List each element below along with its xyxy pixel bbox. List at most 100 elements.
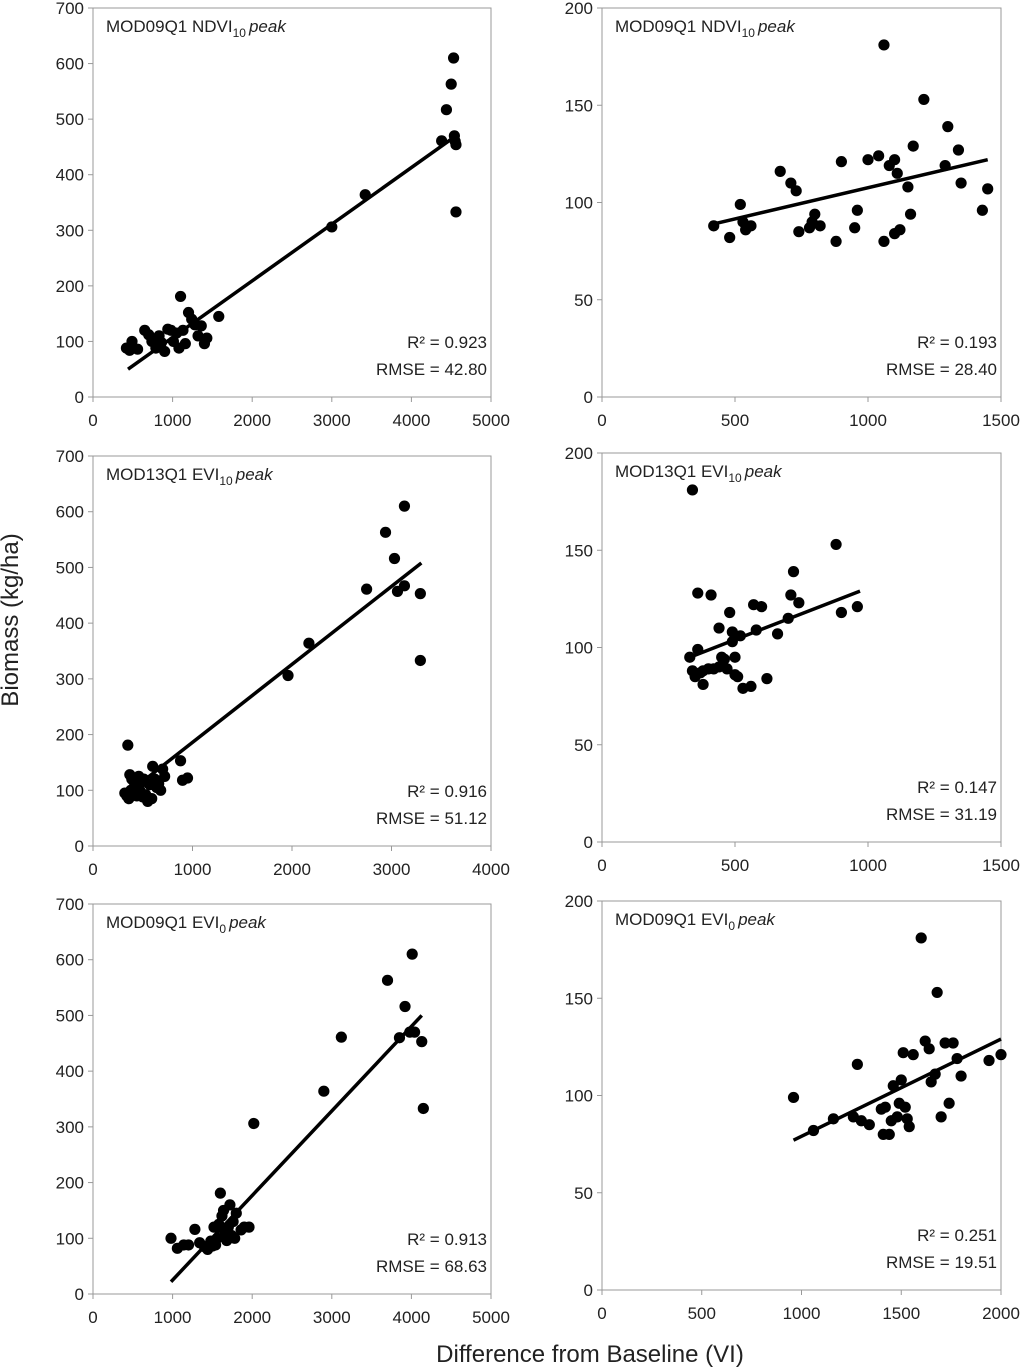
y-tick-label: 500 (56, 110, 84, 129)
y-tick-label: 0 (584, 1281, 593, 1300)
chart-title: MOD09Q1 EVI0 peak (615, 910, 776, 933)
data-point (918, 93, 930, 106)
plot-frame (92, 7, 492, 398)
data-point (450, 206, 462, 218)
r-squared-label: R² = 0.193 (917, 333, 997, 352)
x-tick-label: 1000 (783, 1304, 821, 1323)
data-point (807, 1124, 820, 1137)
data-point (708, 220, 720, 232)
trend-line (689, 589, 861, 659)
data-point (878, 235, 890, 247)
y-tick-label: 150 (565, 96, 593, 115)
data-point (213, 310, 225, 323)
rmse-label: RMSE = 51.12 (376, 809, 487, 828)
data-point (883, 1128, 895, 1140)
y-tick-label: 0 (584, 388, 593, 407)
x-axis-title: Difference from Baseline (VI) (436, 1341, 744, 1368)
data-point (697, 678, 709, 691)
data-point (192, 330, 204, 342)
data-point (732, 671, 744, 683)
x-tick-label: 0 (88, 1308, 97, 1327)
data-point (179, 338, 191, 350)
data-point (713, 622, 725, 634)
data-point (827, 1113, 840, 1125)
data-point (122, 739, 134, 751)
x-tick-label: 1000 (174, 860, 212, 879)
chart-panel-1: 0 100 200 300 400 500 600 700 0 1000 2000 3000 4000 5… (56, 0, 510, 430)
data-point (159, 770, 171, 782)
data-point (414, 654, 426, 667)
data-point (785, 589, 797, 601)
y-tick-label: 0 (75, 1285, 84, 1304)
data-point (947, 1037, 959, 1049)
data-point (416, 1036, 428, 1048)
chart-title-base: MOD09Q1 EVI (615, 910, 728, 929)
data-point (445, 78, 457, 90)
data-point (902, 181, 914, 193)
trend-line (126, 561, 423, 795)
data-point (726, 636, 738, 648)
y-tick-label: 50 (574, 1184, 593, 1203)
trend-line (713, 158, 989, 226)
y-tick-label: 400 (56, 1062, 84, 1081)
chart-title-subscript: 10 (742, 26, 756, 40)
x-tick-label: 1000 (849, 856, 887, 875)
data-point (983, 1054, 995, 1067)
x-tick-label: 500 (721, 856, 749, 875)
y-tick-label: 0 (75, 837, 84, 856)
y-tick-label: 300 (56, 221, 84, 240)
data-point (891, 167, 903, 179)
data-point (851, 1058, 863, 1070)
data-point (907, 140, 919, 152)
data-point (146, 793, 158, 805)
data-point (756, 601, 768, 613)
data-point (943, 1097, 955, 1109)
y-tick-label: 200 (56, 726, 84, 745)
x-tick-label: 0 (597, 856, 606, 875)
y-tick-label: 200 (56, 277, 84, 296)
y-tick-label: 0 (584, 833, 593, 852)
y-tick-label: 100 (565, 639, 593, 658)
y-tick-label: 600 (56, 55, 84, 74)
x-tick-label: 1000 (154, 1308, 192, 1327)
data-point (705, 589, 717, 601)
x-tick-label: 5000 (472, 1308, 510, 1327)
data-point (398, 500, 411, 512)
data-point (229, 1232, 241, 1244)
y-tick-label: 50 (574, 291, 593, 310)
data-point (851, 601, 863, 613)
data-point (692, 643, 704, 656)
data-point (939, 159, 951, 172)
y-tick-label: 700 (56, 447, 84, 466)
data-point (303, 637, 315, 649)
chart-title: MOD09Q1 NDVI10 peak (106, 17, 287, 40)
data-point (929, 1068, 941, 1080)
y-tick-label: 100 (565, 1087, 593, 1106)
x-tick-label: 2000 (233, 411, 271, 430)
data-point (863, 1119, 875, 1131)
data-point (745, 680, 757, 693)
data-point (408, 1026, 421, 1038)
data-point (873, 150, 885, 162)
chart-title-subscript: 10 (233, 26, 247, 40)
data-point (165, 1232, 177, 1244)
chart-title-base: MOD13Q1 EVI (615, 462, 728, 481)
data-point (887, 1080, 899, 1092)
data-point (230, 1207, 242, 1219)
y-tick-label: 500 (56, 1006, 84, 1025)
data-point (774, 165, 786, 177)
y-tick-label: 200 (565, 0, 593, 18)
x-tick-label: 3000 (313, 411, 351, 430)
data-point (131, 343, 144, 355)
chart-title-subscript: 10 (728, 471, 742, 485)
chart-panel-3: 0 100 200 300 400 500 600 700 0 1000 2000 3000 4000 M… (56, 447, 510, 879)
data-point (447, 52, 460, 64)
data-point (955, 177, 967, 189)
x-tick-label: 3000 (373, 860, 411, 879)
y-tick-label: 300 (56, 670, 84, 689)
data-point (793, 226, 805, 238)
data-point (830, 235, 842, 247)
x-tick-label: 0 (88, 860, 97, 879)
